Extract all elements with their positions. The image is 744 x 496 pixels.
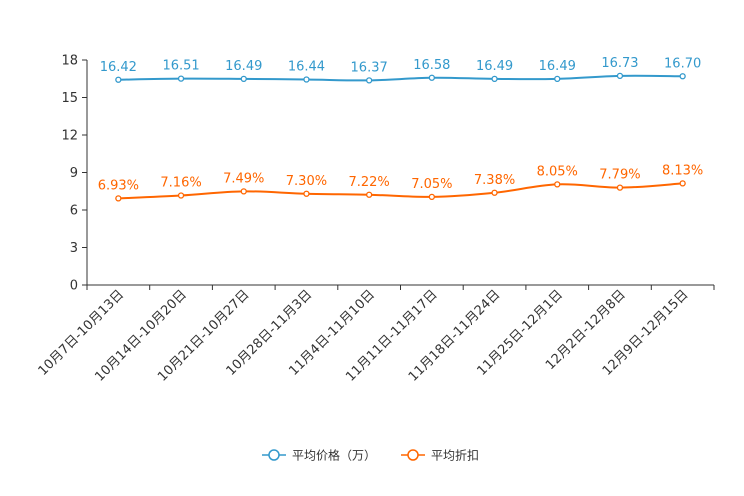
- data-label: 7.22%: [348, 175, 389, 190]
- y-tick-label: 12: [61, 129, 78, 144]
- y-tick-label: 9: [70, 166, 78, 181]
- data-point[interactable]: [554, 181, 561, 188]
- data-label: 16.49: [539, 59, 576, 74]
- data-label: 7.05%: [411, 177, 452, 192]
- series-line: [118, 74, 683, 82]
- data-point[interactable]: [177, 75, 185, 82]
- data-label: 16.44: [288, 60, 325, 75]
- data-point[interactable]: [491, 189, 498, 196]
- data-point[interactable]: [177, 192, 185, 199]
- data-label: 6.93%: [98, 178, 139, 193]
- data-point[interactable]: [616, 184, 624, 191]
- y-tick-label: 6: [70, 204, 78, 219]
- data-point[interactable]: [365, 191, 373, 198]
- data-point[interactable]: [491, 75, 498, 83]
- data-point[interactable]: [303, 76, 310, 83]
- data-label: 16.49: [225, 59, 262, 74]
- data-point[interactable]: [428, 74, 436, 81]
- series-line: [118, 182, 683, 200]
- series-layer: 16.42 16.51 16.49 16.44 16.37 16.58 16.49 16.49…: [98, 56, 703, 202]
- data-label: 16.73: [601, 56, 638, 71]
- data-point[interactable]: [679, 180, 686, 187]
- series-1: 16.42 16.51 16.49 16.44 16.37 16.58 16.49 16.49…: [100, 56, 701, 84]
- data-label: 7.79%: [599, 168, 640, 183]
- legend-label: 平均折扣: [431, 448, 479, 463]
- data-label: 16.37: [351, 60, 388, 75]
- data-point[interactable]: [115, 76, 122, 83]
- data-label: 7.49%: [223, 171, 264, 186]
- data-label: 7.38%: [474, 173, 515, 188]
- legend-label: 平均价格（万）: [292, 448, 376, 463]
- y-tick-label: 15: [61, 91, 78, 106]
- legend[interactable]: 平均价格（万） 平均折扣: [262, 448, 479, 463]
- data-point[interactable]: [240, 75, 247, 83]
- legend-marker-circle: [268, 449, 280, 461]
- data-label: 16.51: [162, 59, 199, 74]
- data-label: 16.70: [664, 56, 701, 71]
- data-point[interactable]: [679, 73, 686, 80]
- axes: 036912151810月7日-10月13日10月14日-10月20日10月21…: [36, 54, 715, 385]
- data-point[interactable]: [365, 77, 373, 84]
- y-tick-label: 3: [70, 241, 78, 256]
- data-label: 7.16%: [160, 176, 201, 191]
- legend-marker-circle: [407, 449, 419, 461]
- data-label: 8.05%: [537, 164, 578, 179]
- legend-item-1[interactable]: 平均价格（万）: [262, 448, 376, 463]
- data-label: 8.13%: [662, 163, 703, 178]
- legend-item-2[interactable]: 平均折扣: [401, 448, 479, 463]
- data-point[interactable]: [303, 190, 310, 197]
- data-point[interactable]: [240, 188, 247, 195]
- y-tick-label: 0: [70, 279, 78, 294]
- data-label: 16.58: [413, 58, 450, 73]
- data-point[interactable]: [428, 193, 436, 201]
- data-point[interactable]: [554, 75, 561, 83]
- series-2: 6.93% 7.16% 7.49% 7.30% 7.22% 7.05% 7.38% 8.05%…: [98, 163, 703, 202]
- data-point[interactable]: [616, 72, 624, 80]
- data-label: 7.30%: [286, 174, 327, 189]
- y-tick-label: 18: [61, 54, 78, 69]
- data-label: 16.49: [476, 59, 513, 74]
- data-point[interactable]: [115, 195, 122, 202]
- data-label: 16.42: [100, 60, 137, 75]
